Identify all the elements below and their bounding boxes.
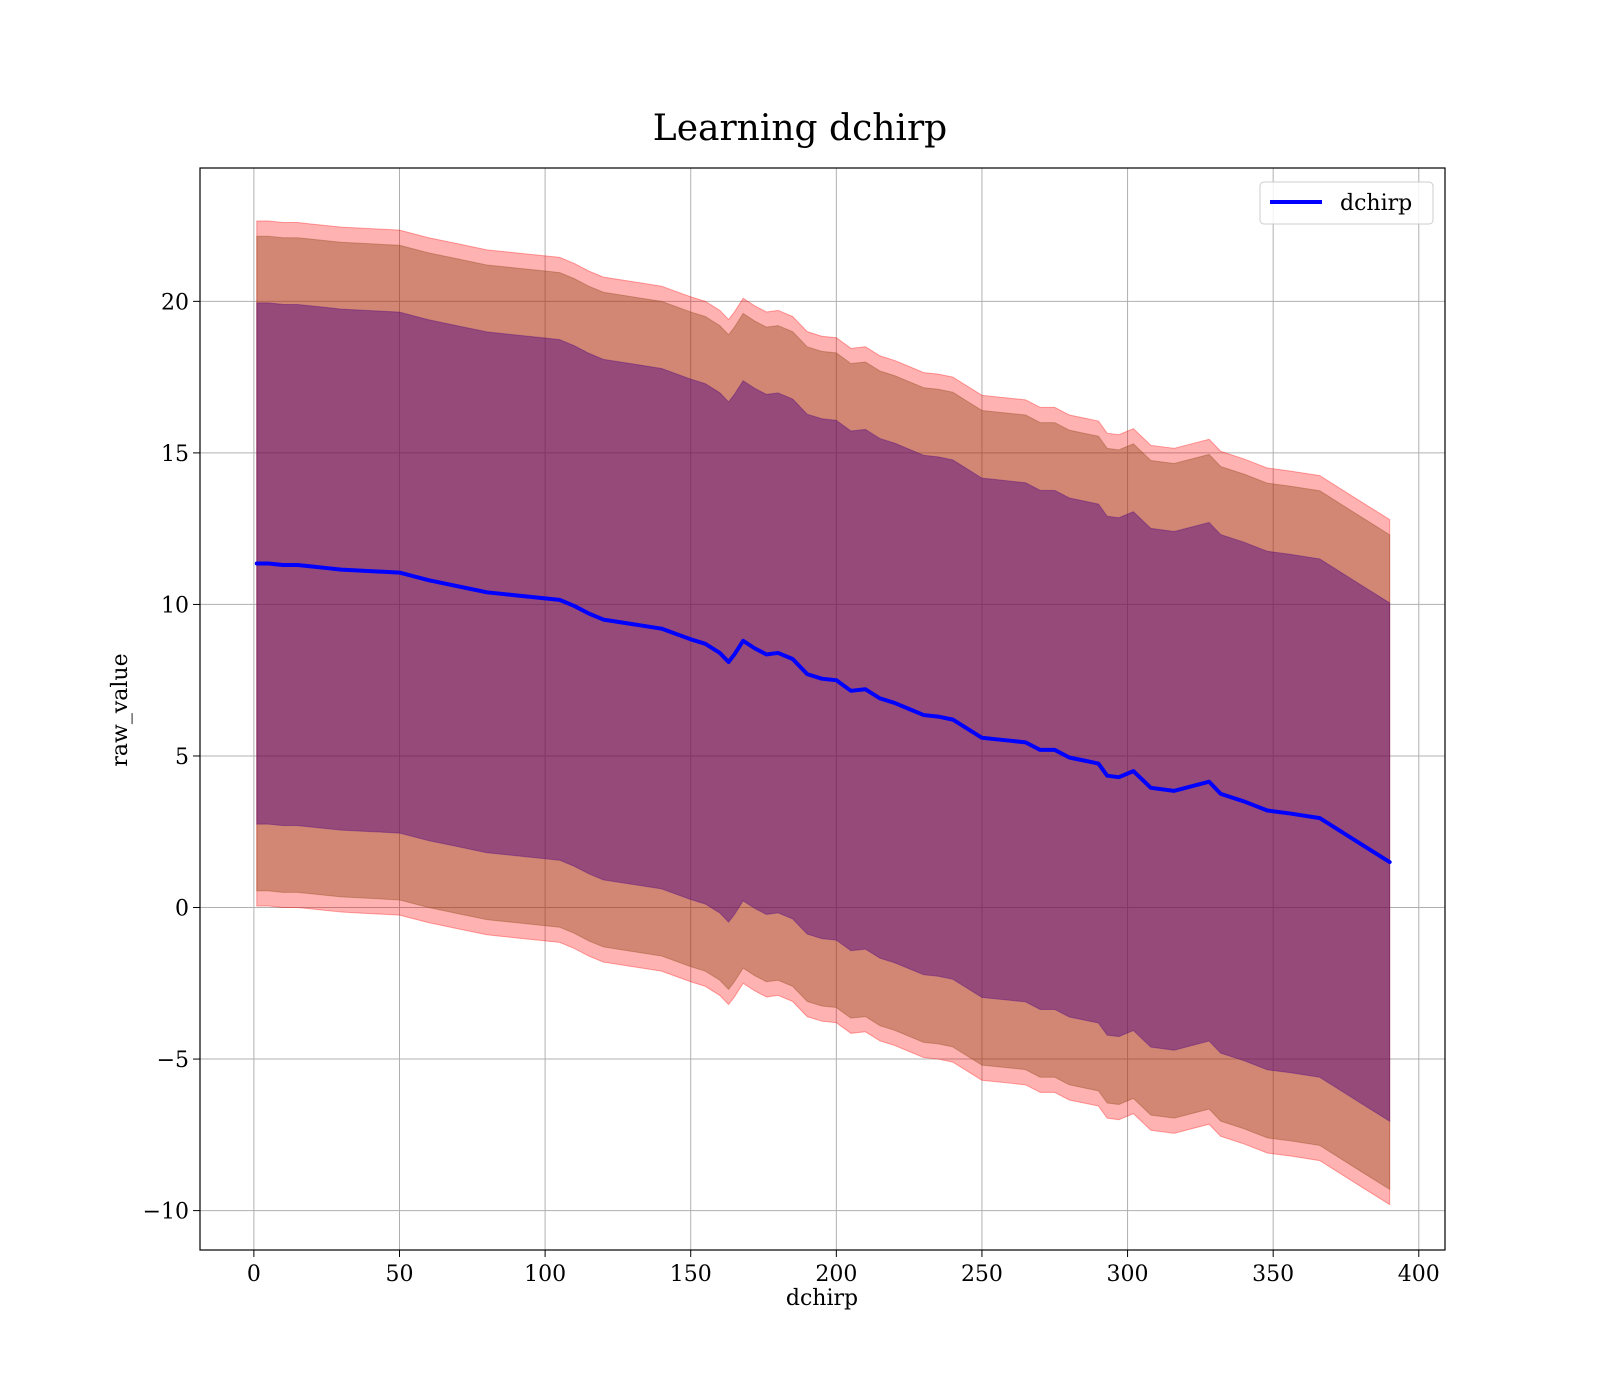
y-tick-label: 0: [175, 897, 189, 922]
chart-title: Learning dchirp: [653, 108, 947, 149]
x-tick-label: 0: [247, 1262, 261, 1287]
y-tick-label: −10: [143, 1200, 189, 1225]
x-tick-label: 150: [670, 1262, 712, 1287]
y-tick-label: 15: [161, 442, 189, 467]
band-0: [256, 220, 1391, 1206]
series-line-dchirp: [254, 561, 1392, 865]
x-tick-label: 350: [1252, 1262, 1294, 1287]
x-tick-label: 100: [524, 1262, 566, 1287]
y-tick-label: 5: [175, 745, 189, 770]
y-tick-label: 20: [161, 290, 189, 315]
y-tick-label: −5: [157, 1048, 189, 1073]
x-tick-label: 250: [961, 1262, 1003, 1287]
confidence-bands: [256, 220, 1391, 1206]
legend: dchirp: [1259, 181, 1434, 225]
x-tick-label: 50: [385, 1262, 413, 1287]
y-tick-label: 10: [161, 593, 189, 618]
legend-box: [1259, 181, 1434, 225]
x-tick-label: 400: [1398, 1262, 1440, 1287]
y-axis-ticks: −10 −5 0 5 10 15 20: [143, 290, 200, 1225]
grid: [200, 168, 1445, 1250]
series-lines: [254, 561, 1392, 865]
x-axis-label: dchirp: [786, 1286, 858, 1311]
x-axis-ticks: 0 50 100 150 200 250 300 350 400: [247, 1250, 1440, 1287]
band-1: [256, 235, 1391, 1191]
x-tick-label: 200: [815, 1262, 857, 1287]
plot-frame: [199, 167, 1446, 1251]
x-tick-label: 300: [1107, 1262, 1149, 1287]
legend-label-dchirp: dchirp: [1340, 191, 1412, 216]
y-axis-label: raw_value: [108, 653, 133, 766]
band-2: [256, 302, 1391, 1123]
